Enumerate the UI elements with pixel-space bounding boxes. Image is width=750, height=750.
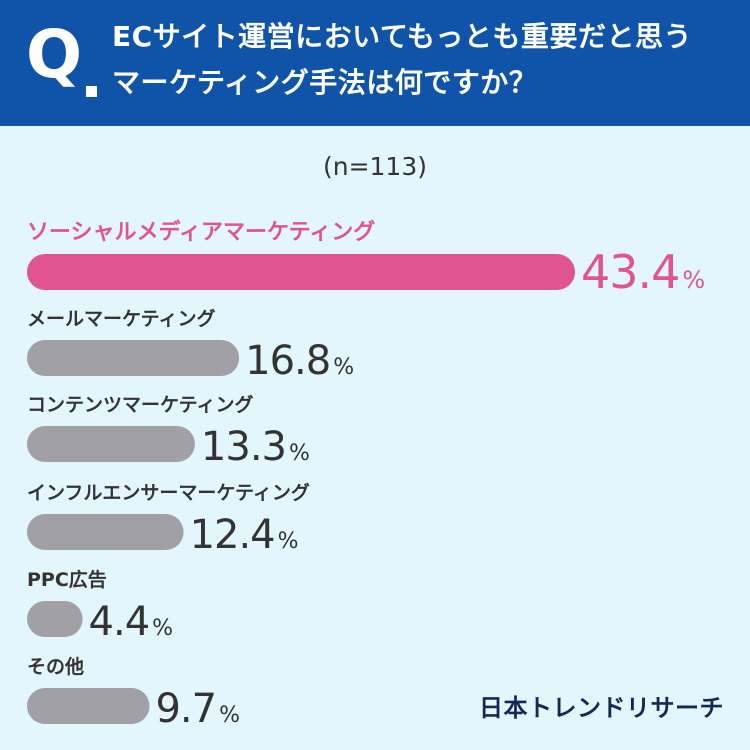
question-text-line-1: ECサイト運営においてもっとも重要だと思う bbox=[112, 20, 692, 53]
bar bbox=[27, 688, 150, 724]
question-header: Q ECサイト運営においてもっとも重要だと思う マーケティング手法は何ですか？ bbox=[0, 0, 750, 126]
value-label: 4.4% bbox=[89, 599, 174, 645]
value-label: 16.8% bbox=[245, 338, 354, 384]
bar bbox=[27, 254, 575, 290]
sample-size: (n=113) bbox=[322, 152, 428, 181]
value-label: 9.7% bbox=[155, 686, 240, 732]
category-label: その他 bbox=[27, 655, 84, 678]
bar-row: PPC広告 4.4% bbox=[27, 568, 173, 645]
question-text-line-2: マーケティング手法は何ですか？ bbox=[112, 66, 538, 99]
category-label: コンテンツマーケティング bbox=[27, 393, 253, 416]
value-label: 13.3% bbox=[201, 424, 310, 470]
category-label: ソーシャルメディアマーケティング bbox=[27, 219, 375, 245]
value-label: 12.4% bbox=[190, 512, 299, 558]
category-label: インフルエンサーマーケティング bbox=[27, 481, 310, 504]
question-text: ECサイト運営においてもっとも重要だと思う マーケティング手法は何ですか？ bbox=[112, 14, 737, 106]
bar bbox=[27, 601, 83, 637]
question-mark-dot bbox=[86, 86, 97, 97]
question-mark: Q bbox=[26, 16, 82, 93]
value-label: 43.4% bbox=[581, 245, 705, 299]
bar bbox=[27, 426, 195, 462]
category-label: メールマーケティング bbox=[27, 307, 215, 330]
bar-row: その他 9.7% bbox=[27, 655, 240, 732]
bar-row: メールマーケティング 16.8% bbox=[27, 307, 354, 384]
bar bbox=[27, 514, 184, 550]
category-label: PPC広告 bbox=[27, 568, 107, 591]
bar bbox=[27, 340, 240, 376]
brand-logo: 日本トレンドリサーチ bbox=[479, 694, 724, 722]
bar-row: ソーシャルメディアマーケティング 43.4% bbox=[27, 219, 705, 299]
bar-row: コンテンツマーケティング 13.3% bbox=[27, 393, 310, 470]
bar-row: インフルエンサーマーケティング 12.4% bbox=[27, 481, 310, 558]
